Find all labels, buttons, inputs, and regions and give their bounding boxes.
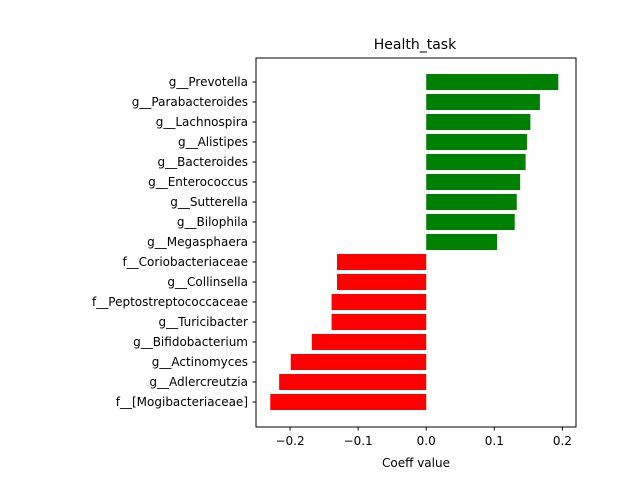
x-tick-label: −0.2	[275, 434, 304, 448]
y-tick-label: g__Collinsella	[167, 275, 248, 289]
y-tick-label: g__Lachnospira	[156, 115, 248, 129]
y-tick-label: g__Turicibacter	[158, 315, 248, 329]
y-tick-label: g__Adlercreutzia	[149, 375, 248, 389]
bars-group	[270, 74, 559, 410]
x-axis-label: Coeff value	[382, 456, 450, 470]
bar-g__Collinsella	[337, 274, 427, 290]
plot-frame	[255, 57, 577, 428]
bar-g__Bilophila	[426, 214, 515, 230]
y-tick-label: g__Enterococcus	[148, 175, 248, 189]
bar-g__Parabacteroides	[426, 94, 540, 110]
y-tick-label: g__Alistipes	[178, 135, 248, 149]
y-tick-label: f__Coriobacteriaceae	[122, 255, 248, 269]
chart-title: Health_task	[374, 37, 457, 53]
y-tick-label: g__Sutterella	[170, 195, 248, 209]
bar-f__Peptostreptococcaceae	[331, 294, 427, 310]
bar-g__Turicibacter	[331, 314, 427, 330]
y-tick-label: g__Actinomyces	[152, 355, 248, 369]
y-tick-label: g__Bifidobacterium	[133, 335, 248, 349]
y-tick-label: g__Bilophila	[177, 215, 248, 229]
y-tick-label: g__Prevotella	[169, 75, 248, 89]
x-axis-ticks: −0.2 −0.1 0.0 0.1 0.2	[275, 427, 572, 448]
x-tick-label: −0.1	[344, 434, 373, 448]
bar-g__Prevotella	[426, 74, 559, 90]
y-tick-label: g__Megasphaera	[147, 235, 248, 249]
bar-g__Sutterella	[426, 194, 517, 210]
bar-g__Enterococcus	[426, 174, 521, 190]
y-tick-label: f__Peptostreptococcaceae	[92, 295, 248, 309]
bar-g__Bacteroides	[426, 154, 526, 170]
y-tick-label: g__Parabacteroides	[132, 95, 248, 109]
bar-g__Megasphaera	[426, 234, 498, 250]
bar-f__Coriobacteriaceae	[337, 254, 427, 270]
bar-g__Bifidobacterium	[311, 334, 427, 350]
x-tick-label: 0.1	[485, 434, 504, 448]
bar-g__Actinomyces	[290, 354, 427, 370]
y-tick-label: f__[Mogibacteriaceae]	[116, 395, 248, 409]
bar-g__Alistipes	[426, 134, 527, 150]
bar-g__Adlercreutzia	[279, 374, 427, 390]
y-tick-label: g__Bacteroides	[158, 155, 249, 169]
bar-f__[Mogibacteriaceae]	[270, 394, 427, 410]
bar-g__Lachnospira	[426, 114, 531, 130]
x-tick-label: 0.2	[553, 434, 572, 448]
x-tick-label: 0.0	[417, 434, 436, 448]
y-axis-ticks: g__Prevotella g__Parabacteroides g__Lachno…	[92, 75, 256, 409]
